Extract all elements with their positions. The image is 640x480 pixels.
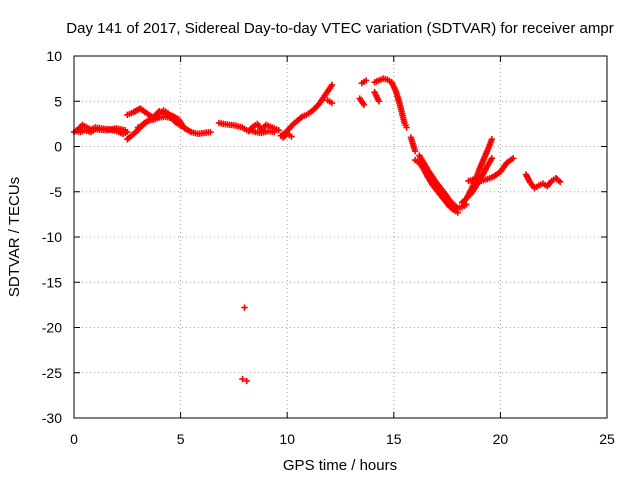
y-tick-label: -30 <box>42 410 62 426</box>
x-tick-label: 10 <box>279 431 295 447</box>
y-tick-label: -20 <box>42 320 62 336</box>
chart-title: Day 141 of 2017, Sidereal Day-to-day VTE… <box>66 20 613 37</box>
data-point <box>362 77 370 84</box>
y-tick-label: -15 <box>42 274 62 290</box>
y-axis-label: SDTVAR / TECUs <box>6 177 23 297</box>
y-tick-label: 10 <box>46 48 62 64</box>
data-point <box>488 136 496 143</box>
y-tick-labels: 10 5 0 -5 -10 -15 -20 -25 -30 <box>42 48 62 426</box>
data-points <box>70 75 564 385</box>
y-tick-label: -25 <box>42 365 62 381</box>
x-tick-label: 0 <box>70 431 78 447</box>
data-point <box>271 128 278 136</box>
plot-frame <box>73 55 608 419</box>
y-tick-label: -10 <box>42 229 62 245</box>
data-point <box>207 128 214 136</box>
y-tick-label: 5 <box>54 93 62 109</box>
data-point <box>243 377 250 385</box>
data-point <box>275 127 282 134</box>
data-point <box>177 122 184 129</box>
data-point <box>121 127 129 134</box>
data-point <box>328 81 336 89</box>
data-point <box>241 304 248 311</box>
x-tick-label: 25 <box>599 431 615 447</box>
grid-lines <box>74 56 607 418</box>
x-tick-label: 20 <box>493 431 509 447</box>
data-point <box>403 124 410 131</box>
x-axis-label: GPS time / hours <box>283 457 397 474</box>
x-tick-labels: 0 5 10 15 20 25 <box>70 431 615 447</box>
data-point <box>239 375 246 383</box>
data-point <box>375 98 383 105</box>
data-point <box>360 101 368 109</box>
y-tick-label: -5 <box>50 184 63 200</box>
data-point <box>556 178 564 185</box>
x-tick-label: 15 <box>386 431 402 447</box>
data-point <box>328 99 336 107</box>
data-point <box>288 133 295 140</box>
x-tick-label: 5 <box>177 431 185 447</box>
axis-ticks <box>73 55 608 419</box>
data-point <box>488 155 496 162</box>
y-tick-label: 0 <box>54 139 62 155</box>
data-point <box>509 155 517 162</box>
data-point <box>411 147 419 155</box>
